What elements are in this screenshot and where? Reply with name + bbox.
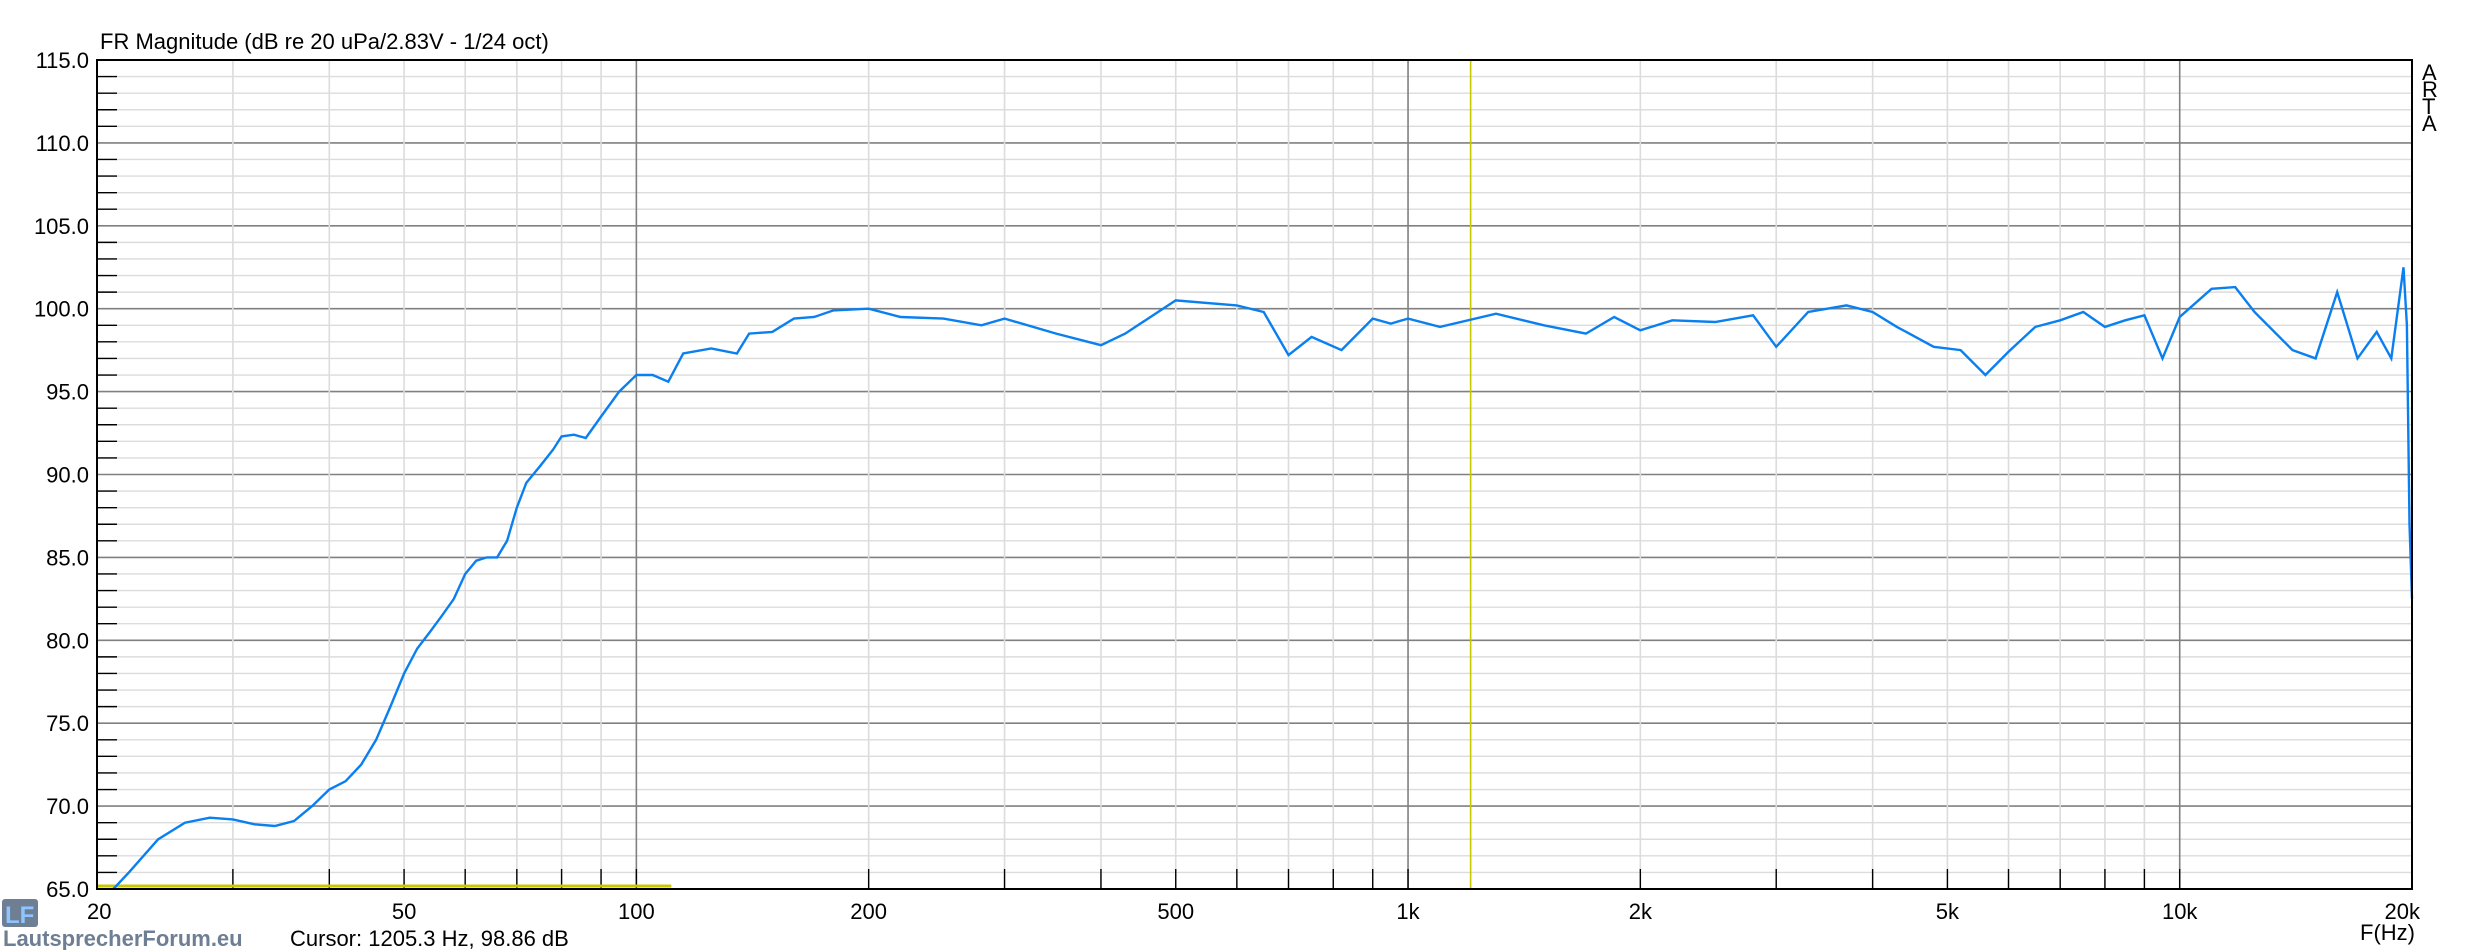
y-tick-label: 90.0 — [46, 463, 89, 488]
y-tick-label: 75.0 — [46, 711, 89, 736]
x-tick-label: 200 — [850, 899, 887, 924]
watermark-letter: T — [2422, 94, 2435, 119]
y-tick-label: 85.0 — [46, 545, 89, 570]
x-tick-label: 5k — [1936, 899, 1960, 924]
y-tick-label: 115.0 — [36, 48, 89, 73]
x-tick-label: 2k — [1629, 899, 1653, 924]
x-tick-label: 20k — [2385, 899, 2421, 924]
ticks — [97, 75, 2181, 889]
y-tick-label: 110.0 — [36, 131, 89, 156]
watermark-letter: R — [2422, 77, 2438, 102]
watermark-letter: A — [2422, 111, 2437, 136]
x-axis-label: F(Hz) — [2360, 920, 2415, 945]
lf-logo: LF LautsprecherForum.eu — [2, 899, 243, 950]
y-tick-label: 70.0 — [46, 794, 89, 819]
y-tick-label: 95.0 — [46, 380, 89, 405]
x-tick-label: 50 — [392, 899, 416, 924]
y-tick-label: 105.0 — [34, 214, 89, 239]
cursor-readout: Cursor: 1205.3 Hz, 98.86 dB — [290, 926, 569, 950]
chart-title: FR Magnitude (dB re 20 uPa/2.83V - 1/24 … — [100, 29, 549, 54]
series-line — [112, 267, 2414, 890]
y-tick-label: 100.0 — [34, 297, 89, 322]
watermark-letter: A — [2422, 60, 2437, 85]
x-tick-label: 1k — [1396, 899, 1420, 924]
y-tick-label: 65.0 — [46, 877, 89, 902]
grid — [97, 60, 2412, 889]
logo-text: LautsprecherForum.eu — [3, 926, 243, 950]
lf-logo-badge — [2, 899, 38, 927]
lf-logo-mark: LF — [5, 902, 34, 929]
x-tick-label: 500 — [1157, 899, 1194, 924]
cursor-markers — [97, 60, 1472, 889]
axis-labels: 65.0 70.0 75.0 80.0 85.0 90.0 95.0 100.0 105.0 11… — [34, 48, 2421, 924]
plot-frame — [96, 59, 2413, 890]
x-tick-label: 10k — [2162, 899, 2198, 924]
x-tick-label: 20 — [87, 899, 111, 924]
y-tick-label: 80.0 — [46, 628, 89, 653]
x-tick-label: 100 — [618, 899, 655, 924]
